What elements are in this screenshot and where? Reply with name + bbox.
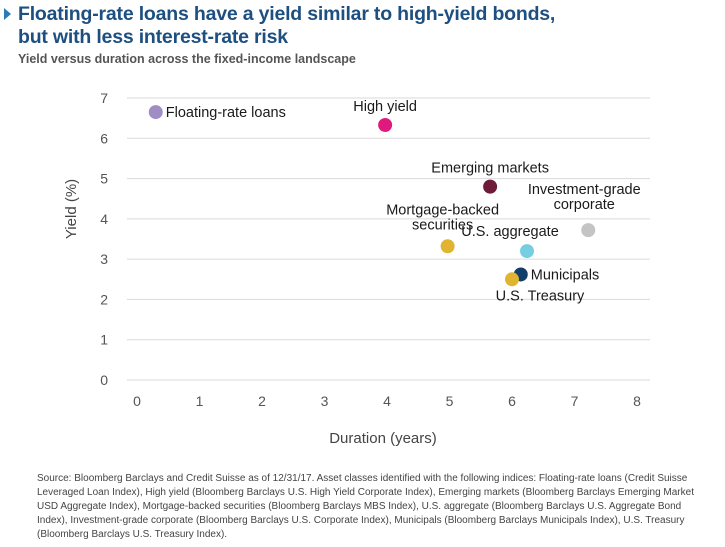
x-tick-label: 2 [258, 393, 266, 409]
point-label-line: Emerging markets [431, 161, 549, 177]
chart-title: Floating-rate loans have a yield similar… [18, 3, 708, 49]
point-label-line: High yield [353, 99, 417, 115]
point-label: U.S. Treasury [496, 288, 585, 304]
x-tick-label: 4 [383, 393, 391, 409]
point-label: Floating-rate loans [166, 105, 286, 121]
point-label: Investment-grade corporate [528, 182, 641, 213]
x-tick-label: 3 [321, 393, 329, 409]
point-label: High yield [353, 99, 417, 115]
y-tick-label: 0 [100, 372, 108, 388]
gridlines [127, 97, 650, 381]
y-tick-label: 7 [100, 90, 108, 106]
data-point [520, 244, 534, 259]
y-tick-label: 1 [100, 332, 108, 348]
point-label: Emerging markets [431, 161, 549, 177]
point-label-line: Investment-grade [528, 182, 641, 198]
data-points: Floating-rate loans High yield Emerging ma… [148, 99, 641, 304]
data-point [440, 239, 455, 254]
y-tick-label: 6 [100, 130, 108, 146]
y-tick-label: 3 [100, 251, 108, 267]
data-point [505, 272, 519, 287]
data-point [483, 179, 498, 194]
source-note: Source: Bloomberg Barclays and Credit Su… [37, 473, 694, 540]
point-label: U.S. aggregate [461, 224, 559, 240]
point-label-line: U.S. Treasury [496, 288, 585, 304]
point-label: Municipals [531, 267, 600, 283]
point-label-line: securities [412, 217, 473, 233]
x-tick-label: 5 [446, 393, 454, 409]
scatter-chart: 0 1 2 3 4 5 6 7 0 1 2 3 4 5 6 7 8 Duration (years) Yield… [63, 90, 650, 447]
chart-subtitle: Yield versus duration across the fixed-i… [18, 52, 356, 66]
point-label: Mortgage-backed securities [386, 202, 499, 233]
y-axis-label: Yield (%) [63, 179, 80, 239]
chart-title-line-1: Floating-rate loans have a yield similar… [18, 3, 556, 25]
point-label-line: Municipals [531, 267, 600, 283]
x-tick-label: 8 [633, 393, 641, 409]
x-axis-label: Duration (years) [329, 430, 437, 447]
data-point [148, 105, 163, 120]
point-label-line: Mortgage-backed [386, 202, 499, 218]
y-tick-label: 5 [100, 171, 108, 187]
x-tick-label: 6 [508, 393, 516, 409]
x-tick-label: 1 [196, 393, 204, 409]
y-tick-label: 2 [100, 291, 108, 307]
x-tick-label: 7 [571, 393, 579, 409]
point-label-line: Floating-rate loans [166, 105, 286, 121]
data-point [581, 223, 596, 238]
chart-title-line-2: but with less interest-rate risk [18, 26, 288, 48]
point-label-line: corporate [554, 197, 615, 213]
title-accent-icon [4, 8, 11, 20]
y-tick-label: 4 [100, 211, 108, 227]
point-label-line: U.S. aggregate [461, 224, 559, 240]
axis-ticks: 0 1 2 3 4 5 6 7 0 1 2 3 4 5 6 7 8 [100, 90, 641, 409]
data-point [378, 117, 393, 132]
x-tick-label: 0 [133, 393, 141, 409]
